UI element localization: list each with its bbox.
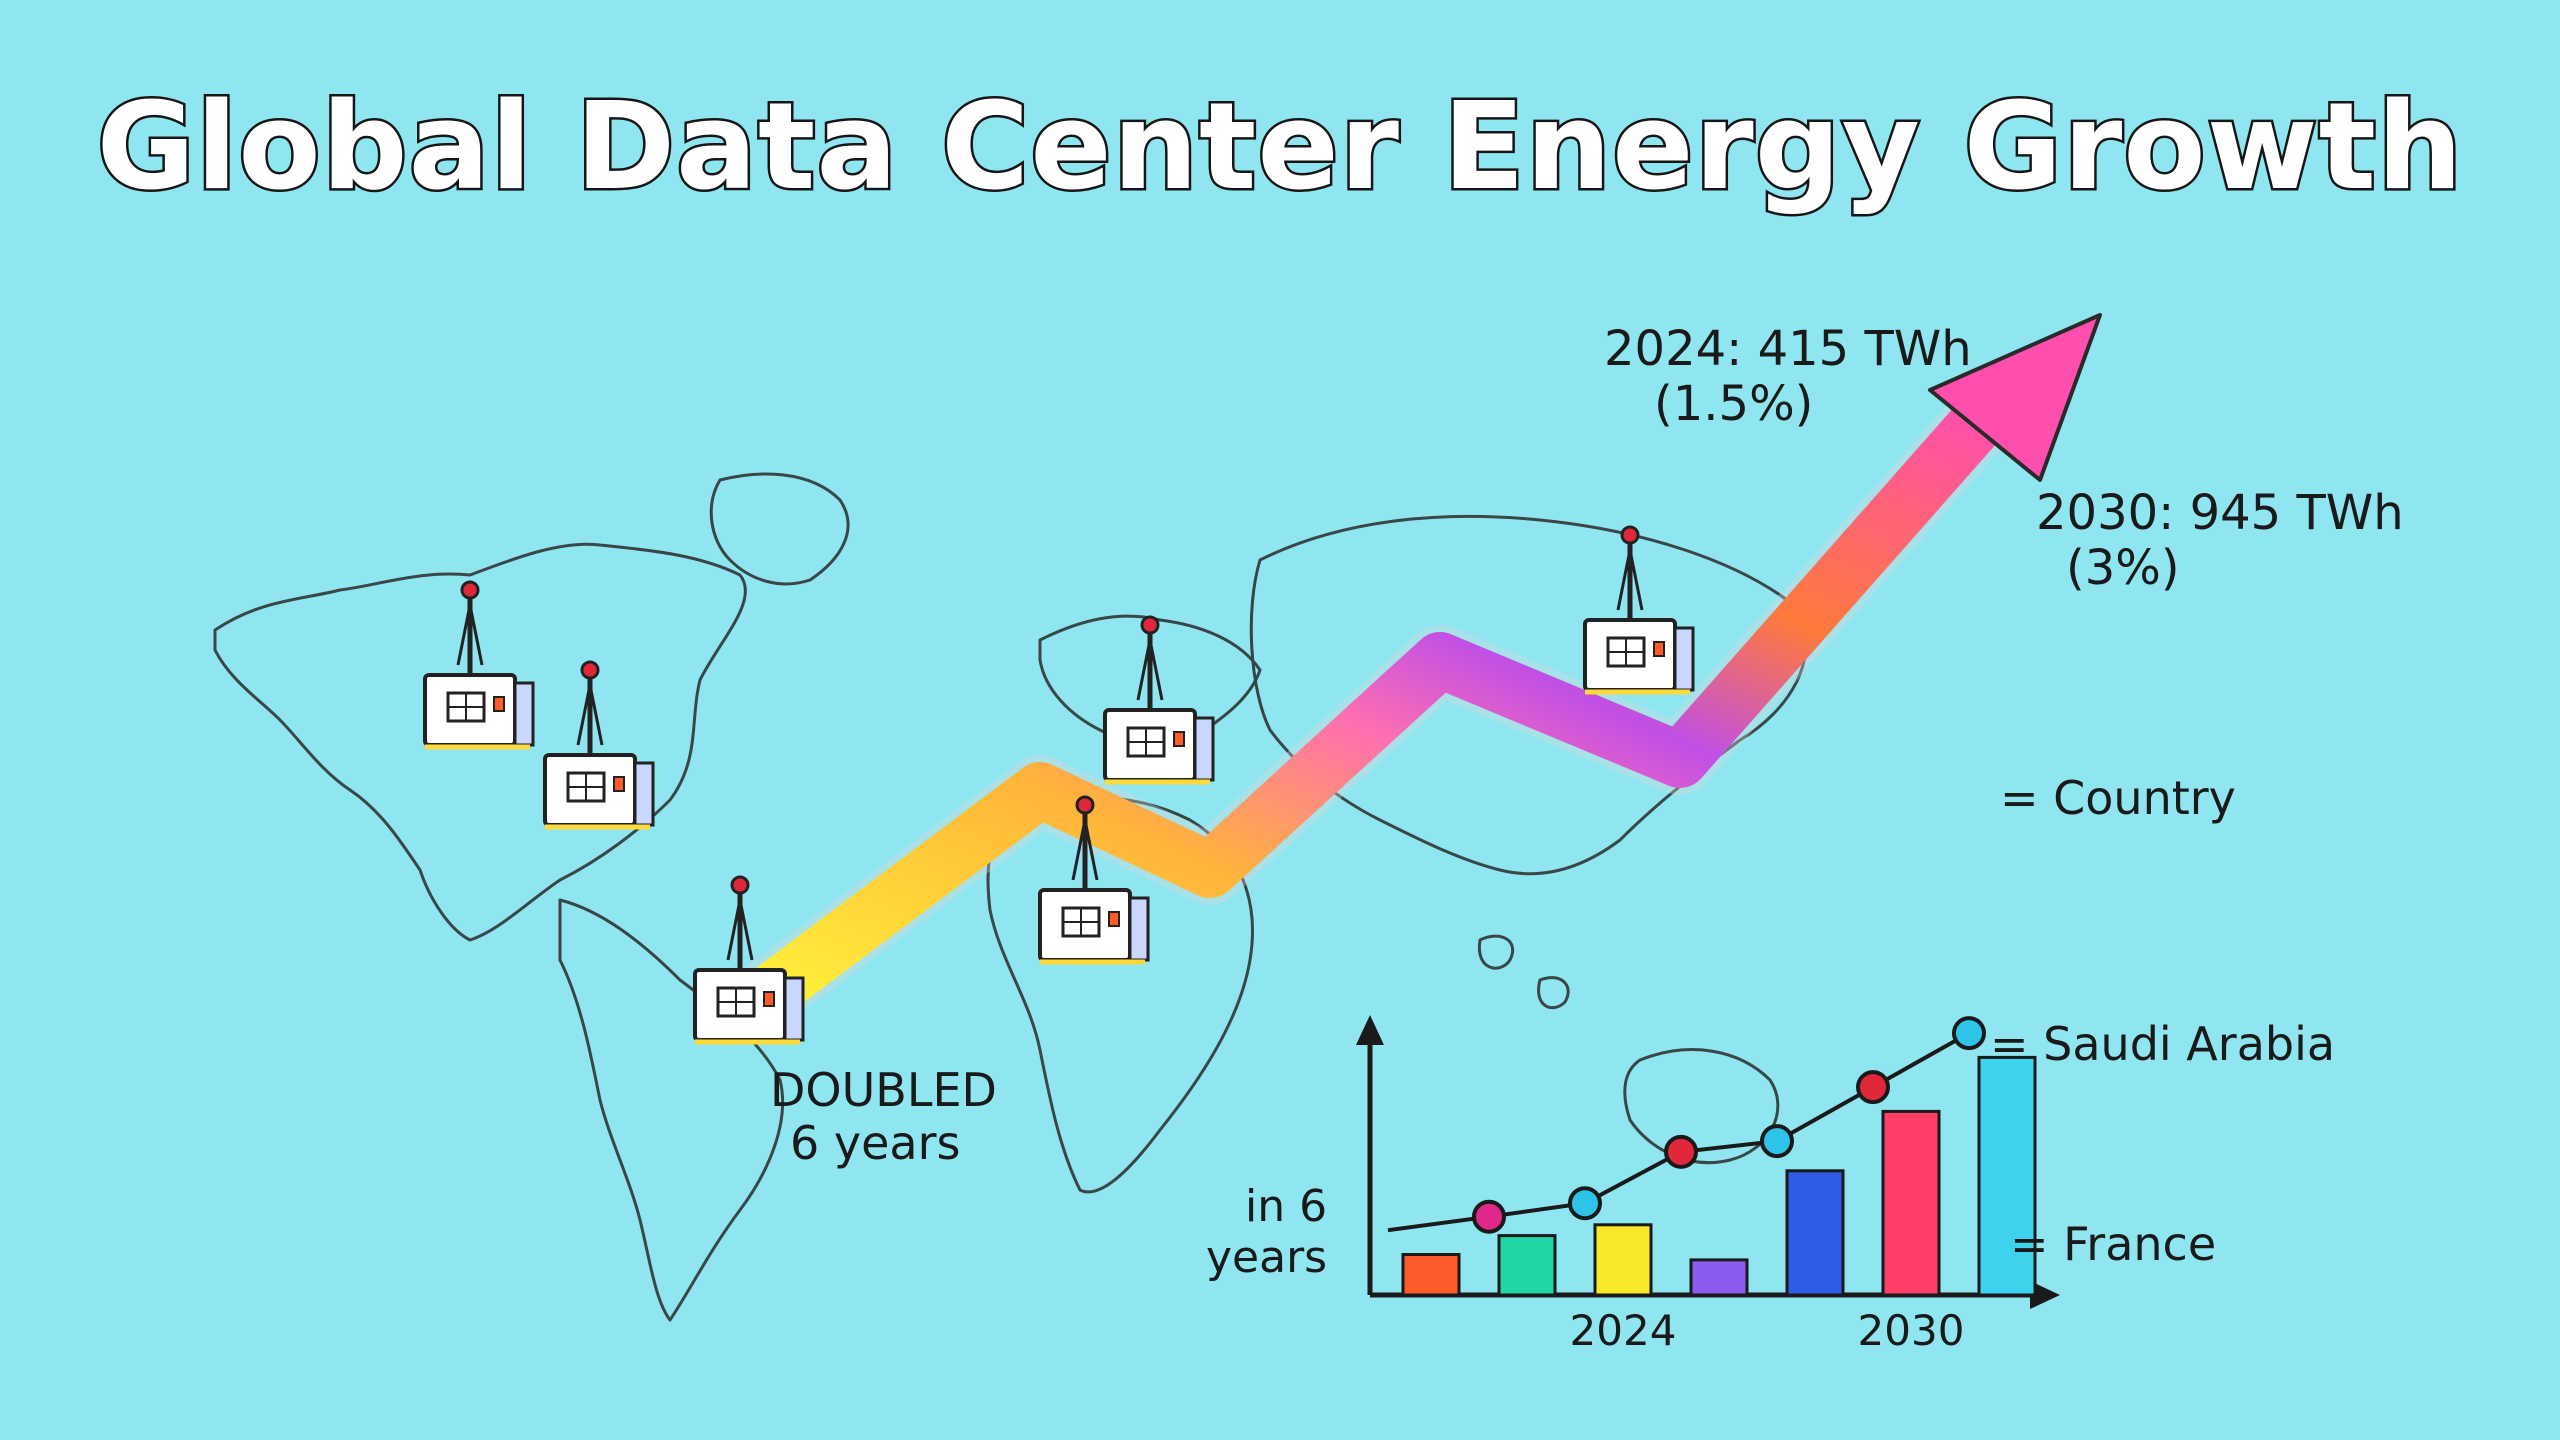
growth-arrow-icon	[725, 313, 2102, 1035]
legend-france: = France	[2010, 1217, 2217, 1271]
annotation-2030-value: 2030: 945 TWh	[2036, 485, 2404, 541]
doubled-label: DOUBLED 6 years	[770, 1064, 997, 1170]
in-six-years-line1: in 6	[1245, 1181, 1328, 1232]
island-outline	[1477, 934, 1515, 970]
trend-point	[1952, 1016, 1986, 1051]
data-center-icon	[423, 580, 535, 750]
data-center-icon	[1583, 525, 1695, 695]
data-center-icon	[693, 875, 805, 1045]
trend-point	[1568, 1186, 1602, 1221]
doubled-label-line1: DOUBLED	[770, 1063, 997, 1117]
data-center-icon	[1103, 615, 1215, 785]
annotation-2024: 2024: 415 TWh (1.5%)	[1604, 321, 1972, 433]
legend-saudi-arabia: = Saudi Arabia	[1990, 1017, 2336, 1071]
page-title: Global Data Center Energy Growth	[94, 76, 2465, 220]
data-center-icon	[543, 660, 655, 830]
africa-outline	[986, 796, 1254, 1194]
legend-country: = Country	[2000, 771, 2236, 825]
greenland-outline	[709, 472, 850, 586]
inset-bar-chart: 2024 2030	[1356, 1015, 2060, 1355]
south-america-outline	[558, 898, 785, 1322]
australia-outline	[1623, 1048, 1780, 1165]
trend-point	[1856, 1070, 1890, 1105]
north-america-outline	[213, 542, 747, 942]
bar	[1689, 1258, 1749, 1297]
trend-point	[1760, 1124, 1794, 1159]
annotation-2024-share: (1.5%)	[1654, 376, 1814, 433]
bar	[1785, 1169, 1845, 1297]
annotation-2030-share: (3%)	[2066, 540, 2180, 597]
in-six-years-line2: years	[1206, 1231, 1328, 1283]
annotation-2030: 2030: 945 TWh (3%)	[2036, 485, 2404, 597]
x-tick-label: 2024	[1570, 1306, 1677, 1355]
island-outline	[1537, 976, 1570, 1010]
trend-point	[1472, 1199, 1506, 1234]
bar	[1593, 1223, 1653, 1297]
growth-arrow-head	[1928, 313, 2102, 482]
doubled-label-line2: 6 years	[790, 1115, 961, 1170]
world-map	[213, 472, 1808, 1322]
annotation-2024-value: 2024: 415 TWh	[1604, 321, 1972, 377]
growth-arrow-body	[732, 392, 2008, 1028]
europe-outline	[1038, 614, 1262, 747]
bar	[1497, 1234, 1557, 1297]
in-six-years-label: in 6 years	[1206, 1181, 1328, 1283]
x-tick-label: 2030	[1858, 1306, 1965, 1355]
trend-point	[1664, 1134, 1698, 1169]
bar	[1977, 1055, 2037, 1297]
bar	[1881, 1109, 1941, 1297]
data-center-icon	[1038, 795, 1150, 965]
bar	[1401, 1253, 1461, 1297]
